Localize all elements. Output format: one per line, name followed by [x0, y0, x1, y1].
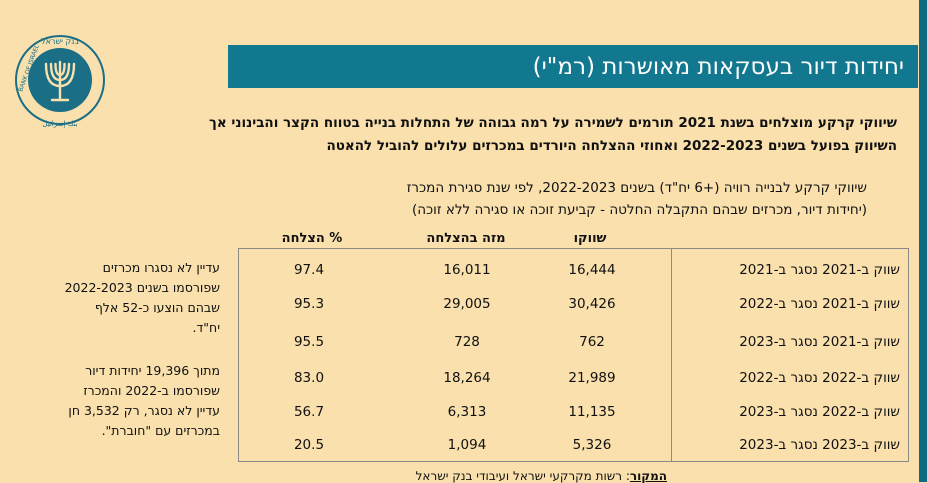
row-label: שווק ב-2021 נסגר ב-2023: [739, 334, 900, 350]
cell-won: 29,005: [443, 296, 491, 312]
note-2-line: מתוך 19,396 יחידות דיור: [85, 363, 220, 378]
source-label: המקור: [629, 469, 667, 483]
source-footer: המקור: רשות מקרקעי ישראל ועיבודי בנק ישר…: [416, 469, 667, 483]
page-title: יחידות דיור בעסקאות מאושרות (רמ"י): [532, 53, 904, 80]
note-2-line: במכרזים עם "חוברת".: [101, 423, 220, 438]
note-1-line: שפורסמו בשנים 2022-2023: [64, 280, 220, 295]
side-note-2: מתוך 19,396 יחידות דיור שפורסמו ב-2022 ו…: [30, 361, 220, 441]
cell-marketed: 762: [579, 334, 605, 350]
note-2-line: עדיין לא נסגר, רק 3,532 חן: [68, 403, 220, 418]
note-2-line: שפורסמו ב-2022 והמכרז: [83, 383, 220, 398]
table-row: שווק ב-2021 נסגר ב-2023 762 728 95.5: [239, 329, 908, 359]
cell-won: 6,313: [447, 404, 487, 420]
row-label: שווק ב-2021 נסגר ב-2022: [739, 296, 900, 312]
header-won: מזה בהצלחה: [426, 231, 506, 246]
logo-text-top: בנק ישראל: [41, 37, 79, 46]
cell-marketed: 16,444: [568, 262, 616, 278]
row-label: שווק ב-2023 נסגר ב-2023: [739, 437, 900, 453]
row-label: שווק ב-2022 נסגר ב-2023: [739, 404, 900, 420]
cell-pct: 95.3: [293, 296, 325, 312]
cell-marketed: 21,989: [568, 370, 616, 386]
table-row: שווק ב-2022 נסגר ב-2022 21,989 18,264 83…: [239, 365, 908, 395]
headline-line-2: השיווק בפועל בשנים 2022-2023 ואחוזי ההצל…: [326, 138, 897, 154]
table-subtitle: שיווקי קרקע לבנייה רוויה (+6 יח"ד) בשנים…: [267, 177, 867, 221]
headline-line-1: שיווקי קרקע מוצלחים בשנת 2021 תורמים לשמ…: [209, 115, 897, 131]
subtitle-line-1: שיווקי קרקע לבנייה רוויה (+6 יח"ד) בשנים…: [406, 180, 867, 196]
note-1-line: שבהם הוצעו כ-52 אלף: [94, 300, 220, 315]
header-marketed: שווקו: [573, 231, 607, 246]
cell-pct: 95.5: [293, 334, 325, 350]
note-1-line: יח"ד.: [192, 320, 220, 335]
cell-marketed: 11,135: [568, 404, 616, 420]
table-row: שווק ב-2022 נסגר ב-2023 11,135 6,313 56.…: [239, 399, 908, 429]
logo-text-bottom: بنك إسرائيل: [42, 120, 77, 128]
side-note-1: עדיין לא נסגרו מכרזים שפורסמו בשנים 2022…: [30, 258, 220, 338]
cell-marketed: 5,326: [572, 437, 612, 453]
row-label: שווק ב-2022 נסגר ב-2022: [739, 370, 900, 386]
cell-marketed: 30,426: [568, 296, 616, 312]
table-row: שווק ב-2021 נסגר ב-2022 30,426 29,005 95…: [239, 291, 908, 321]
cell-won: 1,094: [447, 437, 487, 453]
cell-won: 18,264: [443, 370, 491, 386]
right-border-strip: [919, 0, 927, 482]
note-1-line: עדיין לא נסגרו מכרזים: [102, 260, 220, 275]
title-bar: יחידות דיור בעסקאות מאושרות (רמ"י): [228, 45, 918, 88]
cell-pct: 97.4: [293, 262, 325, 278]
cell-pct: 83.0: [293, 370, 325, 386]
cell-pct: 56.7: [293, 404, 325, 420]
cell-won: 16,011: [443, 262, 491, 278]
bank-of-israel-logo: בנק ישראל BANK OF ISRAEL بنك إسرائيل: [10, 30, 110, 130]
headline: שיווקי קרקע מוצלחים בשנת 2021 תורמים לשמ…: [117, 112, 897, 158]
cell-pct: 20.5: [293, 437, 325, 453]
cell-won: 728: [454, 334, 480, 350]
table-row: שווק ב-2021 נסגר ב-2021 16,444 16,011 97…: [239, 257, 908, 287]
table-divider: [671, 249, 672, 461]
subtitle-line-2: (יחידות דיור, מכרזים שבהם התקבלה החלטה -…: [411, 202, 867, 218]
source-text: : רשות מקרקעי ישראל ועיבודי בנק ישראל: [415, 469, 630, 483]
data-table: שווק ב-2021 נסגר ב-2021 16,444 16,011 97…: [238, 248, 909, 462]
header-pct: % הצלחה: [281, 231, 343, 246]
table-row: שווק ב-2023 נסגר ב-2023 5,326 1,094 20.5: [239, 432, 908, 462]
row-label: שווק ב-2021 נסגר ב-2021: [739, 262, 900, 278]
